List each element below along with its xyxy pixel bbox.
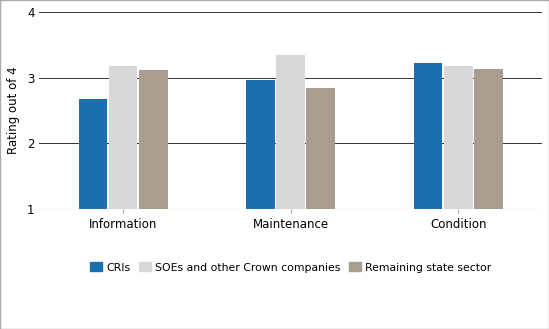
Bar xyxy=(139,70,167,209)
Bar xyxy=(109,66,137,209)
Bar xyxy=(474,69,503,209)
Bar xyxy=(414,63,442,209)
Bar xyxy=(276,55,305,209)
Bar xyxy=(444,66,473,209)
Legend: CRIs, SOEs and other Crown companies, Remaining state sector: CRIs, SOEs and other Crown companies, Re… xyxy=(86,258,496,277)
Bar xyxy=(79,99,107,209)
Y-axis label: Rating out of 4: Rating out of 4 xyxy=(7,67,20,154)
Bar xyxy=(306,88,335,209)
Bar xyxy=(246,80,275,209)
